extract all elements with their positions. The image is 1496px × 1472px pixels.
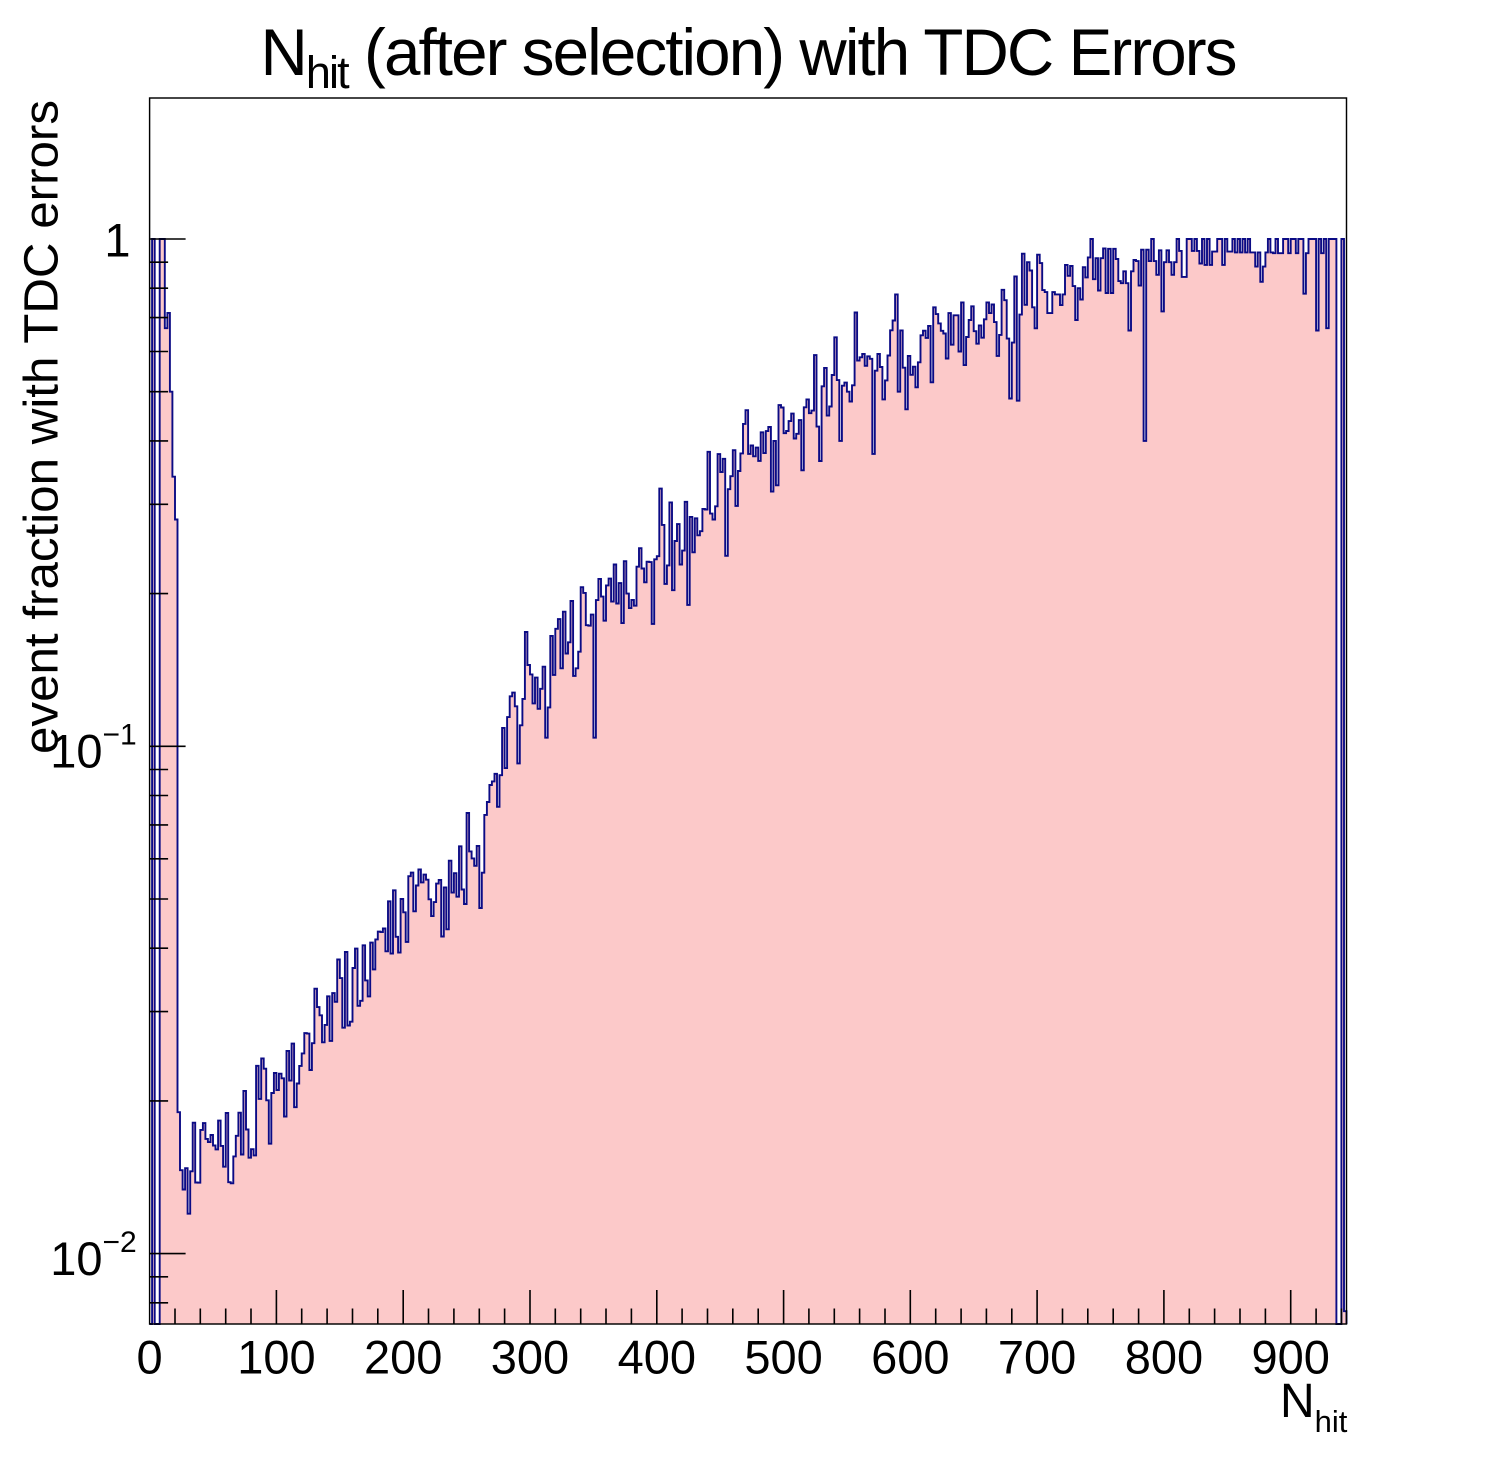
svg-text:0: 0 [137,1331,163,1384]
svg-text:600: 600 [871,1331,949,1384]
svg-text:300: 300 [491,1331,569,1384]
svg-text:900: 900 [1251,1331,1329,1384]
svg-text:200: 200 [364,1331,442,1384]
svg-text:event fraction with TDC errors: event fraction with TDC errors [16,100,69,754]
svg-text:1: 1 [104,213,130,266]
svg-text:Nhit (after selection) with TD: Nhit (after selection) with TDC Errors [261,16,1236,98]
svg-text:800: 800 [1125,1331,1203,1384]
svg-text:100: 100 [237,1331,315,1384]
svg-text:10−1: 10−1 [50,718,137,777]
svg-text:400: 400 [618,1331,696,1384]
svg-text:500: 500 [744,1331,822,1384]
svg-text:700: 700 [998,1331,1076,1384]
